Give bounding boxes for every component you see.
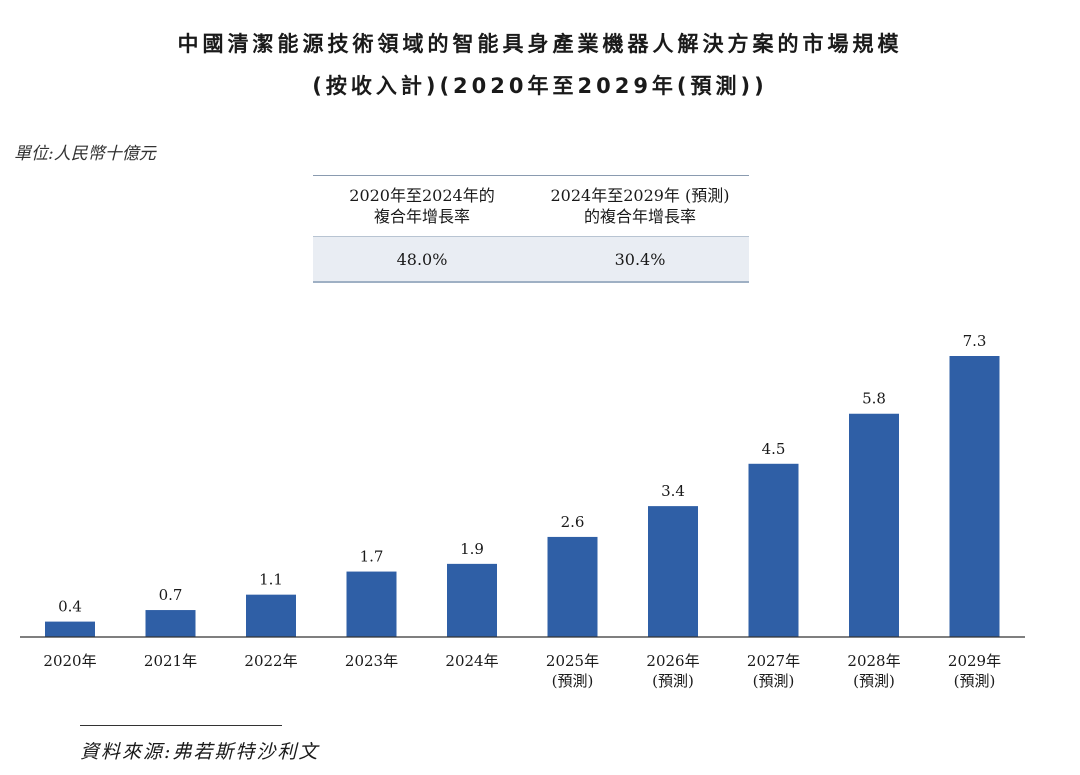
category-label-8: 2028年 [847, 652, 900, 670]
bar-5 [547, 536, 598, 637]
category-label-1: 2021年 [144, 652, 197, 670]
value-label-3: 1.7 [360, 548, 384, 566]
category-label-5: 2025年 [546, 652, 599, 670]
value-label-4: 1.9 [460, 540, 484, 558]
cagr-table: 2020年至2024年的 複合年增長率 2024年至2029年 (預測) 的複合… [313, 175, 749, 283]
bar-7 [748, 463, 799, 637]
cagr-col1-header: 2020年至2024年的 複合年增長率 [313, 176, 531, 236]
category-sublabel-7: (預測) [753, 672, 795, 690]
source-rule [80, 725, 282, 726]
cagr-col2-header: 2024年至2029年 (預測) 的複合年增長率 [531, 176, 749, 236]
value-label-8: 5.8 [862, 390, 886, 408]
source-note: 資料來源:弗若斯特沙利文 [80, 741, 320, 763]
category-label-4: 2024年 [445, 652, 498, 670]
bar-1 [145, 610, 196, 637]
category-sublabel-8: (預測) [853, 672, 895, 690]
cagr-col2-header-line2: 的複合年增長率 [583, 207, 696, 226]
unit-label: 單位:人民幣十億元 [14, 144, 156, 164]
category-label-2: 2022年 [244, 652, 297, 670]
cagr-col1-header-line1: 2020年至2024年的 [349, 186, 495, 205]
cagr-col1-value: 48.0% [396, 249, 448, 269]
bar-chart: 0.4 2020年 0.7 2021年 1.1 2022年 1.7 2023年 1.9 2024年… [20, 332, 1025, 690]
bar-8 [849, 413, 899, 637]
category-label-0: 2020年 [43, 652, 96, 670]
category-label-3: 2023年 [345, 652, 398, 670]
value-label-1: 0.7 [159, 586, 183, 604]
cagr-col2-value: 30.4% [614, 249, 666, 269]
value-label-0: 0.4 [58, 598, 82, 616]
value-label-5: 2.6 [561, 513, 585, 531]
chart-title-line-1: 中國清潔能源技術領域的智能具身產業機器人解決方案的市場規模 [177, 32, 903, 56]
chart-title-line-2: (按收入計)(2020年至2029年(預測)) [312, 74, 768, 98]
category-label-7: 2027年 [747, 652, 800, 670]
bar-0 [45, 621, 95, 637]
category-label-6: 2026年 [646, 652, 699, 670]
cagr-col2-header-line1: 2024年至2029年 (預測) [550, 186, 730, 205]
bar-6 [648, 506, 698, 637]
value-label-9: 7.3 [963, 332, 987, 350]
category-sublabel-6: (預測) [652, 672, 694, 690]
cagr-table-value-row: 48.0% 30.4% [313, 237, 749, 281]
cagr-col1-header-line2: 複合年增長率 [373, 207, 470, 226]
bar-2 [246, 594, 296, 637]
category-sublabel-9: (預測) [954, 672, 996, 690]
category-sublabel-5: (預測) [552, 672, 594, 690]
bar-3 [346, 571, 397, 637]
bar-9 [949, 356, 1000, 637]
value-label-6: 3.4 [661, 482, 685, 500]
category-label-9: 2029年 [948, 652, 1001, 670]
value-label-2: 1.1 [259, 571, 283, 589]
bar-4 [447, 563, 497, 637]
cagr-table-header: 2020年至2024年的 複合年增長率 2024年至2029年 (預測) 的複合… [313, 176, 749, 237]
value-label-7: 4.5 [762, 440, 786, 458]
